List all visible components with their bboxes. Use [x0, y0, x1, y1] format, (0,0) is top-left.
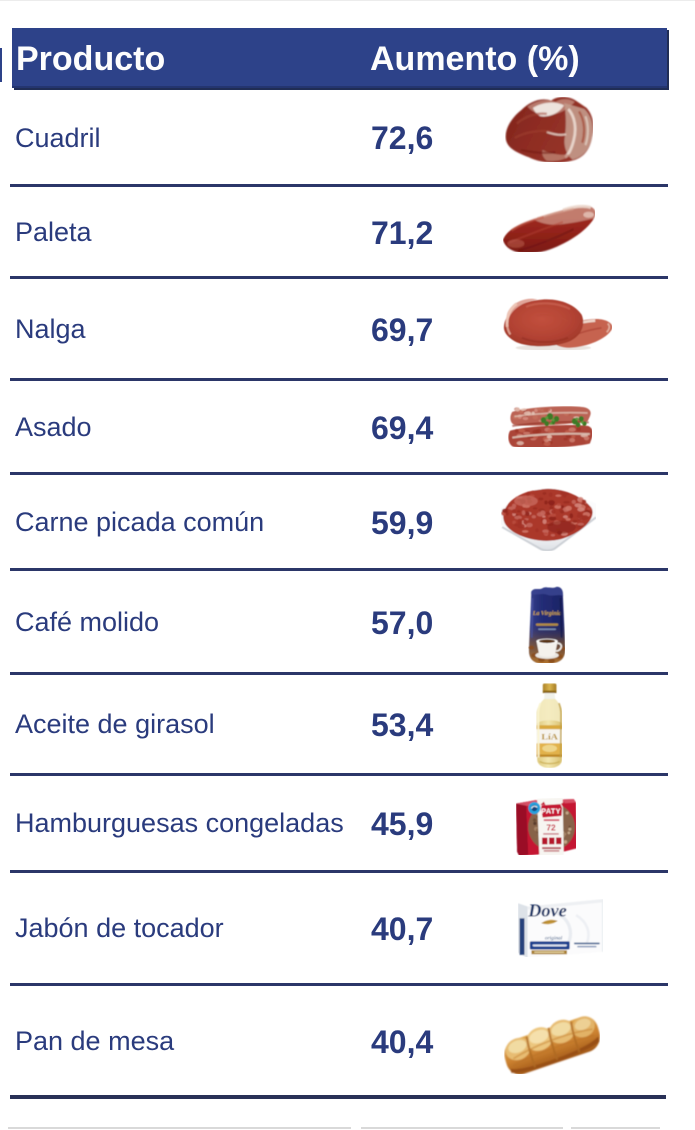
svg-text:LíA: LíA [541, 732, 558, 741]
svg-text:PATY: PATY [541, 807, 561, 816]
svg-text:Dove: Dove [527, 901, 567, 921]
svg-text:original: original [545, 935, 563, 941]
svg-text:72: 72 [546, 822, 556, 832]
svg-text:La Virginia: La Virginia [532, 611, 562, 617]
